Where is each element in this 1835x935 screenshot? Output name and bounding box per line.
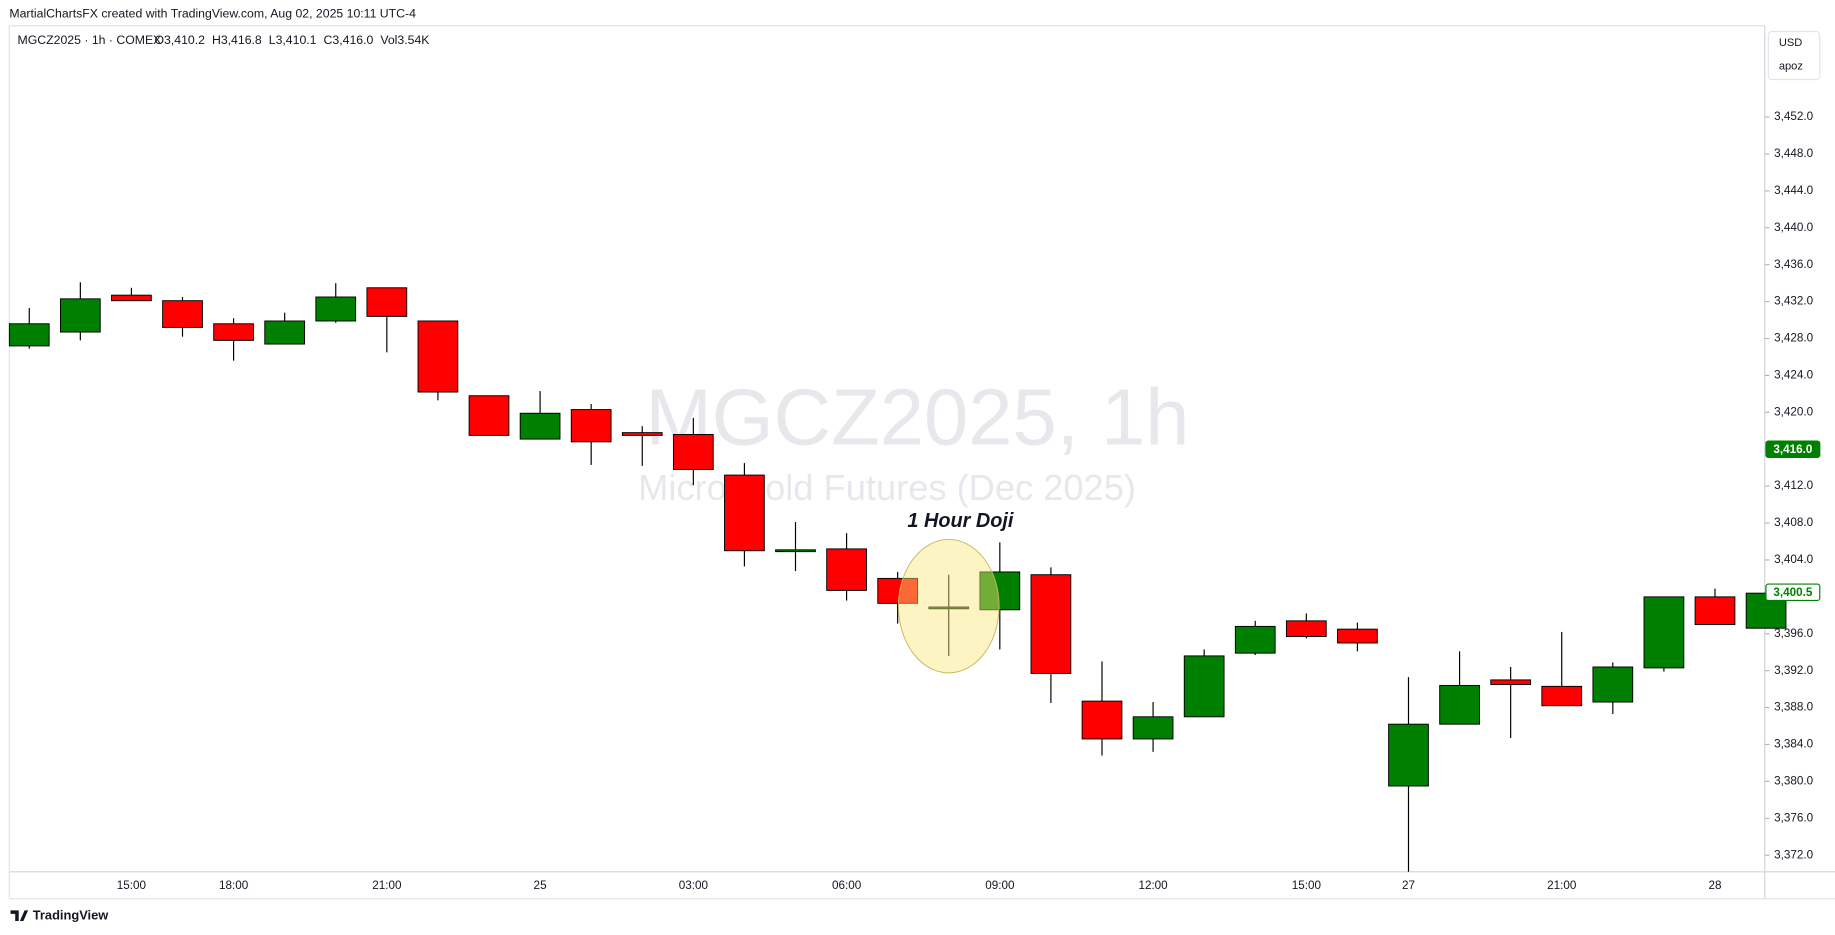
candle-body	[877, 577, 919, 604]
x-tick-label: 09:00	[985, 879, 1015, 892]
candle-body	[724, 474, 765, 552]
candle-body	[928, 606, 970, 610]
candle-body	[1541, 685, 1583, 707]
currency[interactable]: USD	[1779, 37, 1802, 49]
x-tick-label: 27	[1402, 879, 1415, 892]
ohlc-info: O3,410.2 H3,416.8 L3,410.1 C3,416.0 Vol3.54K	[154, 33, 430, 47]
y-tick-label: 3,380.0	[1774, 774, 1813, 787]
y-tick-label: 3,388.0	[1774, 701, 1813, 714]
y-tick-label: 3,372.0	[1774, 848, 1813, 861]
candle-body	[111, 294, 152, 302]
candle-body	[1234, 625, 1276, 654]
candle-body	[1694, 596, 1736, 626]
credit: MartialChartsFX created with TradingView…	[9, 6, 416, 20]
candle-body	[468, 395, 510, 436]
candle-body	[417, 320, 459, 393]
price-label: 3,416.0	[1773, 443, 1812, 456]
y-tick-label: 3,428.0	[1774, 332, 1813, 345]
x-tick-label: 03:00	[679, 879, 709, 892]
price-label-box	[1765, 583, 1821, 602]
axis-menu-box[interactable]	[1767, 31, 1821, 81]
candle-body	[264, 320, 306, 345]
candle-body	[1643, 596, 1685, 669]
ohlc-value: Vol3.54K	[380, 33, 430, 47]
candle-body	[1285, 620, 1327, 638]
x-tick-label: 15:00	[1292, 879, 1322, 892]
candle-body	[621, 432, 663, 436]
candle-body	[315, 296, 357, 322]
y-tick-label: 3,396.0	[1774, 627, 1813, 640]
annotation: 1 Hour Doji	[907, 510, 1013, 532]
candle-body	[366, 287, 408, 317]
candle-body	[826, 548, 867, 591]
y-tick-label: 3,376.0	[1774, 811, 1813, 824]
ohlc-value: O3,410.2	[154, 33, 205, 47]
y-tick-label: 3,452.0	[1774, 110, 1813, 123]
candle-body	[59, 298, 101, 333]
x-tick-label: 06:00	[832, 879, 862, 892]
candle-body	[1592, 666, 1634, 703]
candle-body	[1030, 574, 1072, 674]
y-tick-label: 3,412.0	[1774, 479, 1813, 492]
price-label-box	[1765, 440, 1821, 459]
candle-body	[1439, 684, 1480, 725]
x-tick-label: 21:00	[1547, 879, 1577, 892]
price-label: 3,400.5	[1773, 586, 1812, 599]
x-tick-label: 12:00	[1138, 879, 1168, 892]
x-tick-label: 25	[534, 879, 548, 892]
x-tick-label: 21:00	[372, 879, 402, 892]
candle-body	[979, 571, 1021, 611]
y-tick-label: 3,436.0	[1774, 258, 1813, 271]
ohlc-value: C3,416.0	[324, 33, 374, 47]
y-tick-label: 3,444.0	[1774, 184, 1813, 197]
candle-body	[213, 323, 254, 341]
x-tick-label: 18:00	[219, 879, 249, 892]
y-tick-label: 3,440.0	[1774, 221, 1813, 234]
y-tick-label: 3,408.0	[1774, 516, 1813, 529]
brand: TradingView	[33, 908, 110, 923]
y-tick-label: 3,384.0	[1774, 738, 1813, 751]
candle-body	[1132, 716, 1174, 740]
candle-body	[672, 434, 714, 471]
y-tick-label: 3,448.0	[1774, 147, 1813, 160]
y-tick-label: 3,392.0	[1774, 664, 1813, 677]
candle-body	[1388, 723, 1429, 787]
candle-body	[1081, 700, 1123, 740]
y-tick-label: 3,424.0	[1774, 369, 1813, 382]
candle-body	[1183, 655, 1225, 718]
candle-body	[162, 300, 203, 328]
candle-body	[1490, 679, 1532, 685]
candle-body	[570, 409, 612, 443]
candle-body	[775, 549, 816, 553]
symbol-info: MGCZ2025 · 1h · COMEX	[18, 33, 162, 47]
highlight	[897, 539, 1000, 674]
axis-menu[interactable]: apoz	[1779, 61, 1803, 73]
watermark-title: MGCZ2025, 1h	[646, 373, 1190, 462]
y-tick-label: 3,432.0	[1774, 295, 1813, 308]
x-tick-label: 28	[1708, 879, 1721, 892]
x-tick-label: 15:00	[117, 879, 147, 892]
y-tick-label: 3,404.0	[1774, 553, 1813, 566]
candle-body	[519, 412, 561, 440]
y-tick-label: 3,420.0	[1774, 405, 1813, 418]
watermark-subtitle: Micro Gold Futures (Dec 2025)	[638, 467, 1136, 508]
ohlc-value: L3,410.1	[269, 33, 317, 47]
candle-body	[1337, 628, 1378, 644]
brand-logo	[10, 910, 29, 921]
ohlc-value: H3,416.8	[212, 33, 262, 47]
candle-body	[8, 323, 50, 347]
